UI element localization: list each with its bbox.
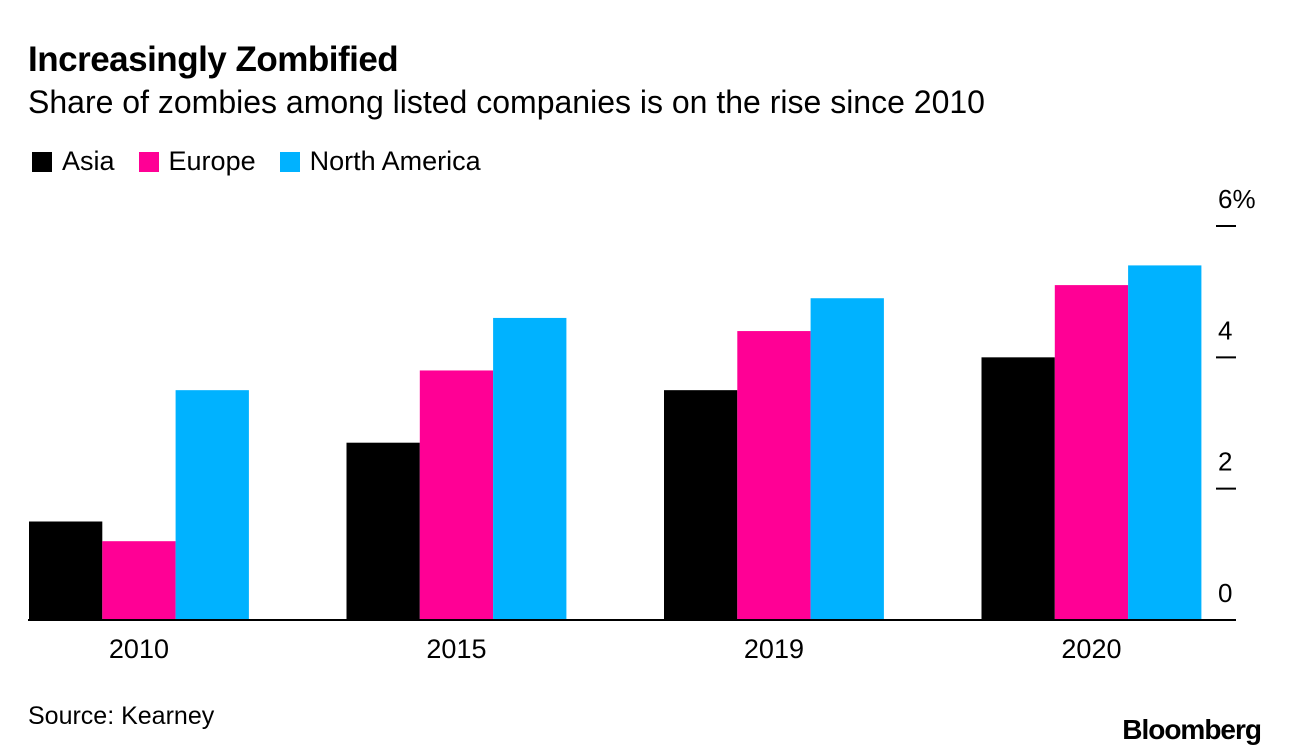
legend: Asia Europe North America [32, 146, 505, 177]
legend-item-north-america: North America [279, 146, 481, 177]
bar-asia-2010 [29, 521, 103, 620]
chart-subtitle: Share of zombies among listed companies … [28, 84, 985, 120]
source-note: Source: Kearney [28, 702, 215, 730]
bar-europe-2010 [102, 541, 176, 620]
legend-item-asia: Asia [32, 146, 115, 177]
bar-north-america-2015 [493, 317, 567, 620]
chart-title: Increasingly Zombified [28, 40, 399, 79]
legend-swatch-europe [138, 151, 159, 172]
legend-item-europe: Europe [138, 146, 256, 177]
bar-europe-2020 [1054, 285, 1129, 620]
legend-swatch-north-america [279, 151, 300, 172]
bar-asia-2019 [664, 390, 738, 620]
legend-label-north-america: North America [309, 146, 481, 176]
bar-asia-2015 [346, 442, 420, 620]
y-tick-label-2: 2 [1218, 447, 1232, 477]
bar-asia-2020 [981, 357, 1055, 620]
y-tick-label-6: 6% [1218, 184, 1256, 214]
bloomberg-logo: Bloomberg [1122, 714, 1262, 745]
bar-north-america-2020 [1128, 265, 1202, 620]
x-tick-label-2019: 2019 [744, 634, 804, 664]
bar-north-america-2010 [175, 390, 249, 620]
legend-label-europe: Europe [168, 146, 256, 176]
y-tick-label-0: 0 [1218, 578, 1232, 608]
x-tick-label-2010: 2010 [109, 634, 169, 664]
y-tick-label-4: 4 [1218, 315, 1232, 345]
legend-label-asia: Asia [62, 146, 115, 176]
x-tick-label-2020: 2020 [1061, 634, 1121, 664]
bar-europe-2015 [419, 370, 494, 620]
legend-swatch-asia [32, 151, 52, 172]
bar-europe-2019 [737, 331, 811, 620]
x-tick-label-2015: 2015 [426, 634, 486, 664]
bar-north-america-2019 [810, 298, 884, 620]
